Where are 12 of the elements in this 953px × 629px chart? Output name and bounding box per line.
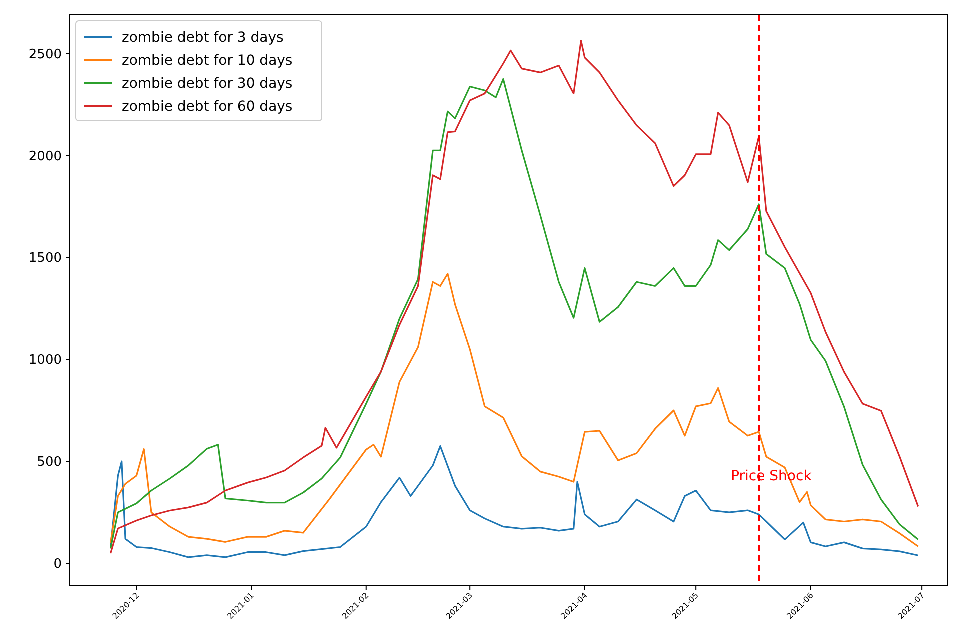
y-tick-label: 1500 <box>28 251 62 266</box>
y-tick-label: 0 <box>54 557 62 572</box>
y-tick-label: 2000 <box>28 149 62 164</box>
legend-label: zombie debt for 10 days <box>122 52 293 69</box>
legend-label: zombie debt for 3 days <box>122 30 284 46</box>
legend-label: zombie debt for 60 days <box>122 98 293 115</box>
legend-label: zombie debt for 30 days <box>122 76 293 92</box>
y-tick-label: 2500 <box>28 47 62 62</box>
line-series <box>110 273 920 548</box>
y-tick-label: 1000 <box>28 353 62 368</box>
line-series <box>110 446 920 558</box>
y-tick-label: 500 <box>37 455 62 470</box>
